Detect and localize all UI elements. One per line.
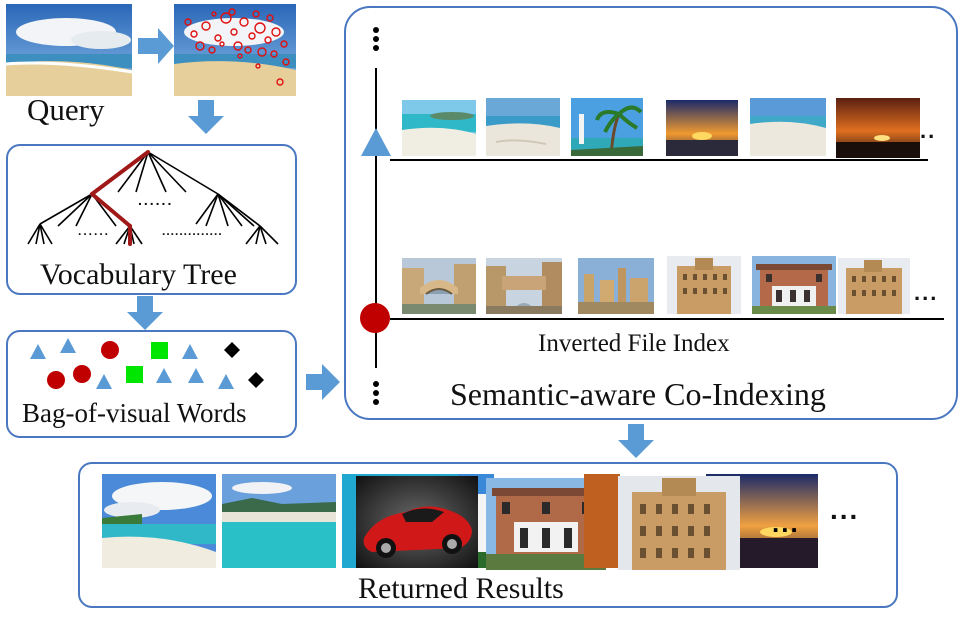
index-axis-icon [360,27,944,405]
results-more-ellipsis: ... [830,494,860,525]
coindexing-label: Semantic-aware Co-Indexing [450,376,826,412]
index-image-college [578,258,654,314]
index-image-tower [838,258,910,314]
vocabulary-tree-box [6,144,297,295]
index-image-sunset [836,98,920,158]
arrow-down-icon [618,424,654,458]
index-image-tower [667,256,741,314]
query-image [6,4,132,96]
index-image-mansion [752,256,836,314]
vocabulary-tree-icon [27,150,279,246]
vocabulary-tree-label: Vocabulary Tree [40,258,237,291]
tree-ellipsis: ...... [138,192,174,208]
query-label: Query [27,92,105,127]
inverted-file-index-label: Inverted File Index [538,330,730,357]
arrow-right-icon [306,364,340,400]
index-image-beach [750,98,826,156]
result-image-car [356,476,478,568]
result-image-tower [618,476,740,570]
arrow-down-icon [127,296,163,330]
result-image-sunset [584,474,620,568]
index-image-palms [571,98,643,156]
visual-words-icon [30,338,264,389]
index-image-sunset [666,100,738,156]
index-image-bridge [486,258,562,314]
results-overlay-ellipsis: ... [772,508,800,538]
row-more-ellipsis: .. [920,118,937,143]
arrow-down-icon [188,100,224,134]
tree-ellipsis: .............. [162,224,223,238]
coindexing-box [344,6,958,420]
row-more-ellipsis: ... [914,280,939,305]
result-image-beach [222,474,336,568]
returned-results-label: Returned Results [358,572,564,605]
index-image-beach [486,98,560,156]
arrow-right-icon [138,28,174,64]
index-image-beach [402,100,476,156]
bag-of-words-label: Bag-of-visual Words [22,398,247,428]
tree-ellipsis: ...... [78,224,111,238]
index-image-bridge [402,258,476,314]
result-image-beach [102,474,216,568]
keypoints-image [174,4,296,96]
